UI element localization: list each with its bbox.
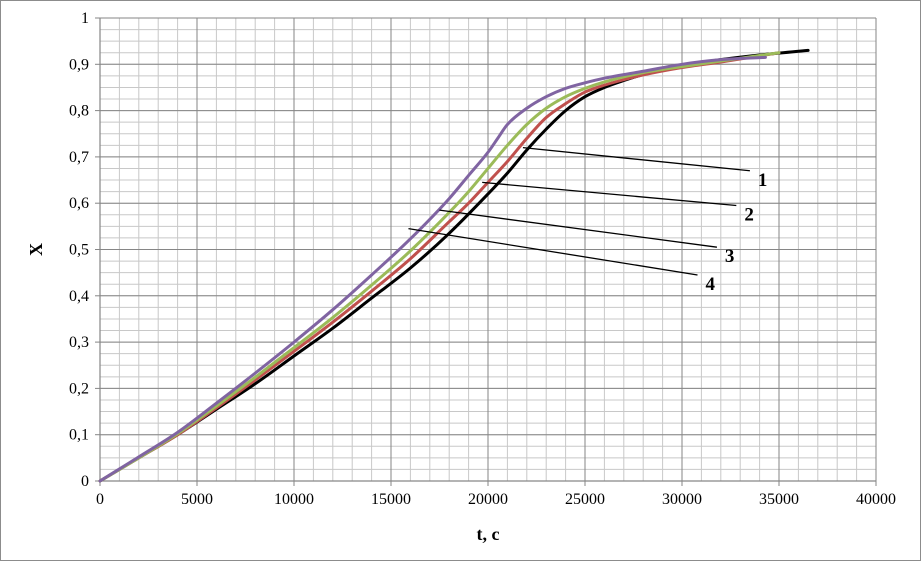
x-tick-label: 20000 [468,491,508,508]
x-tick-label: 25000 [565,491,605,508]
x-tick-label: 40000 [856,491,896,508]
tick-labels: 0 5000 10000 15000 20000 25000 30000 35000 40000… [69,10,896,508]
x-tick-label: 5000 [181,491,213,508]
x-axis-label: t, c [477,524,500,544]
axes [95,17,877,486]
callout-line-1 [522,146,750,172]
y-tick-label: 0 [81,473,89,490]
y-tick-label: 0,3 [69,334,89,351]
callout-label-1: 1 [758,170,768,191]
y-tick-label: 0,1 [69,427,89,444]
y-tick-label: 0,2 [69,380,89,397]
y-tick-label: 1 [81,10,89,27]
x-tick-label: 10000 [274,491,314,508]
y-tick-label: 0,9 [69,56,89,73]
series-line-2 [98,51,781,483]
y-tick-label: 0,8 [69,103,89,120]
y-tick-label: 0,5 [69,242,89,259]
callout-line-3 [439,209,718,248]
y-tick-label: 0,4 [69,288,89,305]
x-tick-label: 35000 [759,491,799,508]
series-line-4 [98,55,767,483]
x-tick-label: 0 [96,491,104,508]
x-tick-label: 15000 [371,491,411,508]
series-line-3 [98,51,781,483]
callout-line-2 [482,181,737,207]
x-tick-label: 30000 [662,491,702,508]
callout-label-2: 2 [744,205,754,226]
callout-label-4: 4 [706,274,716,295]
callout-label-3: 3 [725,246,735,267]
y-axis-label: X [26,243,46,256]
y-tick-label: 0,7 [69,149,89,166]
series-lines [98,48,810,483]
callout-line-4 [408,228,698,276]
y-tick-label: 0,6 [69,195,89,212]
